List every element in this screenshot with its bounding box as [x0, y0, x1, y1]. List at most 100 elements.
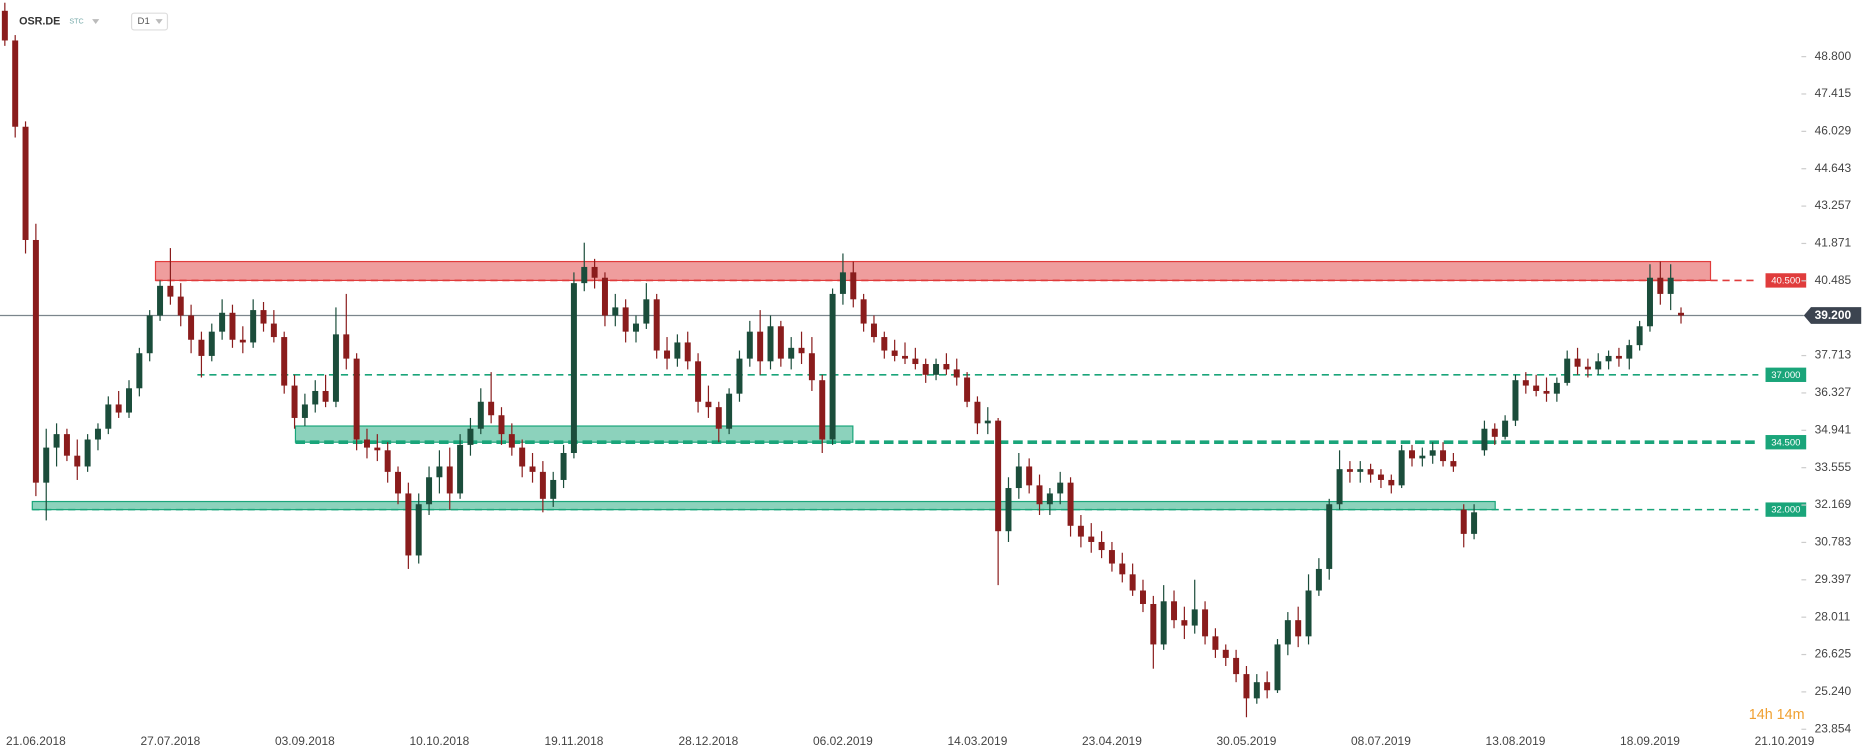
candle-body	[22, 126, 29, 240]
candle-body	[819, 380, 826, 440]
candle-body	[1150, 603, 1157, 645]
timer: 14h 14m	[1749, 707, 1805, 723]
candle-body	[1605, 355, 1612, 362]
candle-body	[177, 296, 184, 316]
candle-body	[1450, 461, 1457, 467]
candle-body	[1481, 428, 1488, 451]
candle-body	[446, 466, 453, 494]
candle-body	[374, 447, 381, 451]
candle-body	[798, 347, 805, 354]
candle-body	[1253, 682, 1260, 699]
candle-body	[415, 504, 422, 556]
x-tick-label: 03.09.2018	[275, 734, 335, 748]
candle-body	[1595, 361, 1602, 370]
y-tick-label: 30.783	[1815, 535, 1852, 549]
candle-body	[922, 364, 929, 375]
candle-body	[1098, 541, 1105, 551]
candle-body	[498, 415, 505, 435]
x-tick-label: 27.07.2018	[140, 734, 200, 748]
candle-body	[219, 312, 226, 332]
symbol[interactable]: OSR.DE	[19, 15, 60, 27]
candle-body	[1077, 525, 1084, 537]
candle-body	[643, 299, 650, 324]
candle-body	[157, 285, 164, 316]
candle-body	[105, 404, 112, 429]
y-tick-label: 37.713	[1815, 348, 1852, 362]
candle-body	[1512, 380, 1519, 421]
candle-body	[570, 283, 577, 453]
candle-body	[1574, 358, 1581, 367]
candle-body	[705, 401, 712, 408]
interval-dropdown[interactable]	[155, 19, 163, 24]
candle-body	[1388, 479, 1395, 486]
candle-body	[881, 337, 888, 351]
candle-body	[1564, 358, 1571, 383]
candle-body	[239, 339, 246, 343]
level-badge	[1765, 273, 1807, 288]
y-tick-label: 28.011	[1815, 609, 1851, 623]
candle-body	[1429, 450, 1436, 456]
x-tick-label: 19.11.2018	[544, 734, 603, 748]
candle-body	[870, 323, 877, 338]
candle-body	[912, 358, 919, 365]
candle-body	[891, 350, 898, 356]
candle-body	[1036, 485, 1043, 505]
candle-body	[1409, 450, 1415, 459]
candle-body	[1191, 609, 1198, 626]
candle-body	[1264, 682, 1271, 691]
x-tick-label: 23.04.2019	[1082, 734, 1142, 748]
candle-body	[1584, 366, 1591, 370]
candle-body	[726, 393, 733, 429]
candle-body	[291, 385, 298, 418]
candle-body	[1502, 420, 1509, 437]
candle-body	[1160, 601, 1167, 645]
x-tick-label: 14.03.2019	[948, 734, 1008, 748]
level-label: 40.500	[1771, 276, 1800, 287]
candle-body	[1212, 636, 1219, 650]
candle-body	[281, 337, 288, 386]
candle-body	[539, 471, 546, 499]
candle-body	[612, 307, 619, 316]
candle-body	[974, 401, 981, 424]
candle-body	[126, 388, 132, 413]
candle-body	[343, 334, 350, 359]
candle-body	[208, 331, 215, 356]
candle-body	[146, 315, 153, 354]
axes: 48.800 47.415 46.029 44.643 43.257 41.871 40.4…	[6, 49, 1862, 748]
candle-body	[1657, 277, 1664, 294]
x-tick-label: 21.10.2019	[1755, 734, 1815, 748]
candle-body	[1543, 390, 1550, 394]
candle-body	[1615, 355, 1622, 359]
candle-body	[746, 331, 753, 359]
y-tick-label: 44.643	[1815, 161, 1852, 175]
level-badge	[1765, 502, 1807, 517]
candle-body	[322, 390, 329, 402]
zone	[154, 260, 1712, 282]
y-tick-label: 46.029	[1815, 124, 1852, 138]
candle-body	[457, 444, 464, 494]
candle-body	[188, 315, 195, 340]
candle-body	[353, 358, 360, 440]
y-tick-label: 26.625	[1815, 647, 1852, 661]
candle-body	[384, 450, 391, 472]
y-tick-label: 29.397	[1815, 572, 1852, 586]
candle-body	[674, 342, 681, 359]
level-label: 32.000	[1771, 505, 1800, 516]
candle-body	[1491, 428, 1498, 437]
candle-body	[1129, 574, 1136, 591]
candle-body	[1667, 277, 1674, 294]
candle-body	[1015, 466, 1022, 489]
candle-body	[508, 434, 515, 448]
candle-body	[1243, 674, 1250, 699]
candle-body	[715, 407, 722, 429]
candle-body	[777, 326, 784, 359]
candle-body	[1139, 590, 1146, 604]
y-tick-label: 48.800	[1815, 49, 1852, 63]
candle-body	[488, 401, 495, 416]
y-tick-label: 43.257	[1815, 198, 1852, 212]
candle-body	[1233, 657, 1240, 675]
y-tick-label: 25.240	[1815, 684, 1852, 698]
symbol-dropdown[interactable]	[92, 19, 100, 24]
interval-select[interactable]	[130, 12, 169, 31]
interval[interactable]: D1	[138, 16, 150, 27]
